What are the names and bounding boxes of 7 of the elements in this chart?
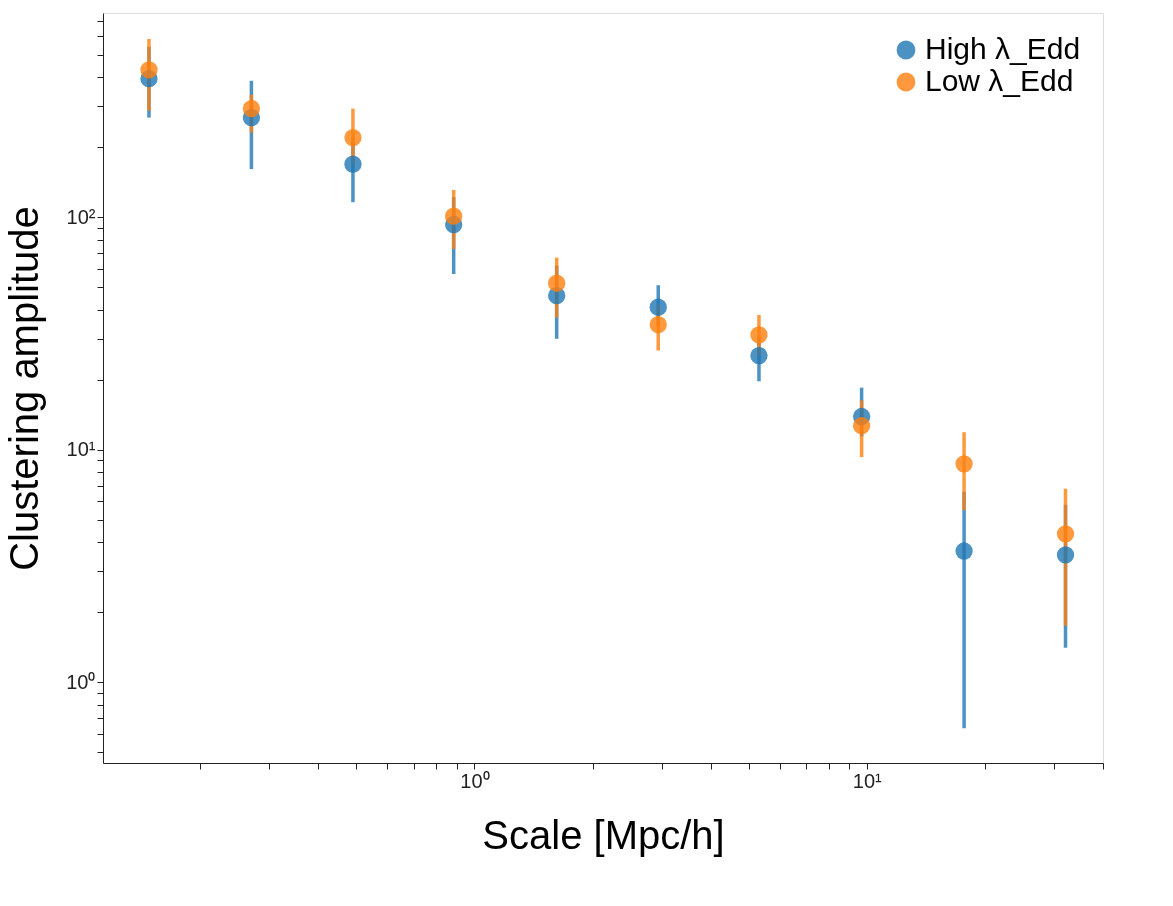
legend-label: High λ_Edd [925, 32, 1081, 65]
y-tick-label: 10¹ [66, 438, 96, 461]
y-tick-label: 10² [66, 205, 96, 228]
x-axis-title: Scale [Mpc/h] [482, 812, 725, 857]
y-axis-title: Clustering amplitude [2, 206, 47, 571]
y-tick-label: 10⁰ [66, 670, 96, 693]
legend-label: Low λ_Edd [925, 64, 1074, 97]
